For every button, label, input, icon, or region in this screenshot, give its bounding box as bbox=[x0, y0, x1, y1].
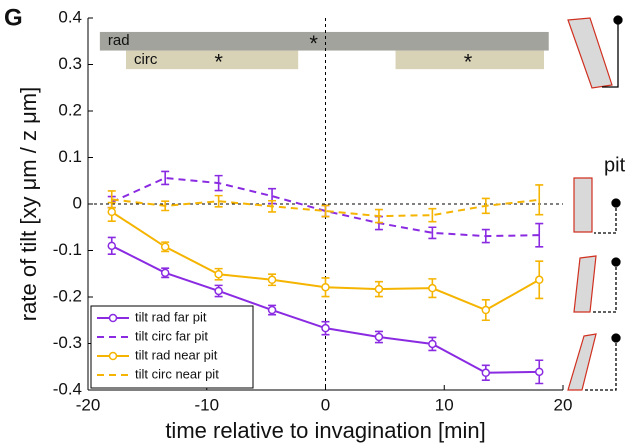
point bbox=[322, 325, 329, 332]
stalk-tip bbox=[612, 334, 620, 342]
cartoons bbox=[568, 18, 612, 390]
legend-label: tilt rad near pit bbox=[135, 347, 218, 362]
x-tick-label: 20 bbox=[554, 395, 573, 414]
significance-star: * bbox=[214, 50, 223, 75]
cartoon-cell bbox=[574, 178, 592, 232]
point bbox=[162, 243, 169, 250]
y-axis-label: rate of tilt [xy μm / z μm] bbox=[16, 87, 41, 321]
point bbox=[429, 340, 436, 347]
y-tick-label: 0 bbox=[73, 193, 82, 212]
cartoon-cell bbox=[574, 256, 596, 312]
x-tick-label: -10 bbox=[194, 395, 219, 414]
band-label: circ bbox=[134, 51, 158, 68]
point bbox=[108, 208, 115, 215]
legend-label: tilt circ far pit bbox=[135, 328, 208, 343]
point bbox=[429, 285, 436, 292]
significance-band bbox=[100, 32, 549, 51]
stalk-tip bbox=[612, 199, 620, 207]
y-tick-label: 0.2 bbox=[58, 100, 82, 119]
point bbox=[375, 333, 382, 340]
band-label: rad bbox=[108, 32, 130, 49]
y-tick-label: 0.1 bbox=[58, 147, 82, 166]
x-tick-label: 10 bbox=[435, 395, 454, 414]
point bbox=[215, 271, 222, 278]
point bbox=[536, 276, 543, 283]
y-tick-label: -0.2 bbox=[53, 286, 82, 305]
x-tick-label: -20 bbox=[76, 395, 101, 414]
point bbox=[482, 369, 489, 376]
stalk bbox=[592, 262, 616, 312]
y-tick-label: -0.1 bbox=[53, 240, 82, 259]
stalk bbox=[594, 203, 616, 233]
cartoon-cell bbox=[568, 18, 612, 88]
point bbox=[108, 242, 115, 249]
point bbox=[375, 286, 382, 293]
x-axis-label: time relative to invagination [min] bbox=[165, 418, 485, 443]
point bbox=[162, 269, 169, 276]
legend-label: tilt circ near pit bbox=[135, 366, 219, 381]
stalk-tip bbox=[612, 258, 620, 266]
stalk-tip bbox=[614, 16, 622, 24]
x-tick-label: 0 bbox=[321, 395, 330, 414]
point bbox=[482, 307, 489, 314]
point bbox=[536, 368, 543, 375]
chart: G pit radcirc***-0.4-0.3-0.2-0.100.10.20… bbox=[0, 0, 633, 448]
panel-label: G bbox=[4, 4, 23, 31]
legend-label: tilt rad far pit bbox=[135, 309, 207, 324]
point bbox=[269, 307, 276, 314]
point bbox=[215, 287, 222, 294]
point bbox=[269, 276, 276, 283]
y-tick-label: 0.3 bbox=[58, 54, 82, 73]
significance-star: * bbox=[464, 50, 473, 75]
y-tick-label: -0.3 bbox=[53, 333, 82, 352]
significance-star: * bbox=[309, 31, 318, 56]
point bbox=[322, 284, 329, 291]
y-tick-label: 0.4 bbox=[58, 7, 82, 26]
cartoon-cell bbox=[568, 334, 596, 390]
legend-marker bbox=[110, 353, 117, 360]
side-label: pit bbox=[604, 154, 626, 176]
error-bar bbox=[535, 185, 543, 215]
legend-marker bbox=[110, 315, 117, 322]
